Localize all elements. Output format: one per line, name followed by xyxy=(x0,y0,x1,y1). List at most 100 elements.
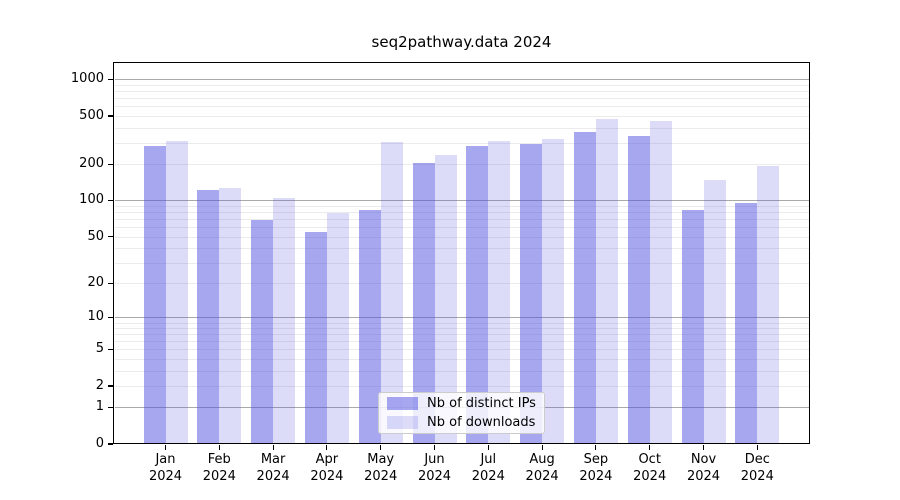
legend-swatch-downloads-icon xyxy=(387,416,418,429)
y-tickmark xyxy=(107,199,113,202)
gridline-minor xyxy=(114,328,809,330)
x-tick-label-line: Apr xyxy=(315,452,339,467)
bar-downloads xyxy=(703,179,726,444)
y-tick-label: 200 xyxy=(79,156,104,172)
bar-downloads xyxy=(165,140,188,444)
gridline-minor xyxy=(114,219,809,221)
y-tick-label: 1 xyxy=(95,399,104,415)
x-tick-label: May 2024 xyxy=(349,452,413,485)
x-tickmark xyxy=(380,444,382,450)
x-tick-label-line: Jul xyxy=(480,452,497,467)
gridline-minor xyxy=(114,248,809,250)
gridline-minor xyxy=(114,283,809,285)
bar-distinct-ips xyxy=(304,231,327,444)
x-tickmark xyxy=(487,444,489,450)
x-tick-label: Jul 2024 xyxy=(456,452,520,485)
y-tickmark xyxy=(107,163,113,165)
bar-distinct-ips xyxy=(143,145,166,444)
x-tick-label-line: Jan xyxy=(155,452,176,467)
x-tick-label: Aug 2024 xyxy=(510,452,574,485)
x-tick-label-line: Aug xyxy=(529,452,555,467)
gridline-major xyxy=(114,317,809,319)
y-tickmark xyxy=(107,78,113,81)
gridline-minor xyxy=(114,386,809,388)
y-tick-label: 5 xyxy=(95,341,104,357)
y-tickmark xyxy=(107,385,113,387)
x-tick-label-line: 2024 xyxy=(471,468,505,484)
x-tick-label-line: 2024 xyxy=(364,468,398,484)
bar-downloads xyxy=(326,213,349,444)
bar-distinct-ips xyxy=(412,162,435,444)
legend-label-downloads: Nb of downloads xyxy=(427,415,536,430)
x-tick-label-line: 2024 xyxy=(633,468,667,484)
x-tick-label: Dec 2024 xyxy=(725,452,789,485)
legend-item-downloads: Nb of downloads xyxy=(387,415,536,430)
gridline-minor xyxy=(114,322,809,324)
bar-distinct-ips xyxy=(358,210,381,444)
y-tickmark xyxy=(107,406,113,408)
x-tickmark xyxy=(541,444,543,450)
x-tick-label-line: Oct xyxy=(638,452,661,467)
bar-downloads xyxy=(649,121,672,444)
y-tick-label: 20 xyxy=(87,275,104,291)
x-tickmark xyxy=(272,444,274,450)
gridline-minor xyxy=(114,334,809,336)
gridline-minor xyxy=(114,106,809,108)
gridline-minor xyxy=(114,236,809,238)
bar-downloads xyxy=(434,155,457,444)
gridline-minor xyxy=(114,85,809,86)
gridline-minor xyxy=(114,205,809,207)
y-tickmark xyxy=(107,443,113,445)
bar-downloads xyxy=(757,166,780,444)
y-tickmark xyxy=(107,235,113,238)
y-tickmark xyxy=(107,282,113,284)
gridline-minor xyxy=(114,227,809,229)
gridline-minor xyxy=(114,370,809,372)
gridline-minor xyxy=(114,349,809,351)
gridline-minor xyxy=(114,127,809,129)
gridline-minor xyxy=(114,115,809,117)
legend-swatch-distinct-ips-icon xyxy=(387,397,418,410)
y-tick-label: 2 xyxy=(95,378,104,394)
gridline-minor xyxy=(114,359,809,361)
legend: Nb of distinct IPs Nb of downloads xyxy=(378,392,545,434)
x-tick-label: Jan 2024 xyxy=(134,452,198,485)
bar-downloads xyxy=(219,187,242,444)
y-tick-label: 10 xyxy=(87,309,104,325)
gridline-minor xyxy=(114,91,809,93)
bar-distinct-ips xyxy=(735,202,758,444)
x-tick-label-line: 2024 xyxy=(202,468,236,484)
x-tick-label-line: Mar xyxy=(260,452,286,467)
x-tick-label-line: 2024 xyxy=(148,468,183,484)
gridline-minor xyxy=(114,341,809,343)
x-tick-label-line: Sep xyxy=(583,452,609,467)
y-tick-label: 50 xyxy=(87,228,104,244)
gridline-major xyxy=(114,79,809,81)
x-tick-label: Apr 2024 xyxy=(295,452,359,485)
x-tickmark xyxy=(595,444,597,450)
x-tick-label: Feb 2024 xyxy=(187,452,251,485)
x-tick-label-line: May xyxy=(367,452,395,467)
x-tick-label-line: Feb xyxy=(207,452,231,467)
bar-distinct-ips xyxy=(197,190,220,444)
bar-downloads xyxy=(595,118,618,444)
x-tick-label-line: 2024 xyxy=(256,468,290,484)
x-tick-label: Mar 2024 xyxy=(241,452,305,485)
bar-distinct-ips xyxy=(466,146,489,444)
x-tick-label-line: 2024 xyxy=(417,468,452,484)
x-tickmark xyxy=(218,444,220,450)
x-tickmark xyxy=(702,444,705,450)
gridline-minor xyxy=(114,262,809,264)
gridline-minor xyxy=(114,212,809,214)
bar-distinct-ips xyxy=(251,219,274,444)
y-tickmark xyxy=(107,316,113,319)
gridline-major xyxy=(114,200,809,202)
bar-downloads xyxy=(273,198,296,444)
x-tick-label-line: 2024 xyxy=(525,468,559,484)
y-tick-label: 1000 xyxy=(70,71,104,87)
x-tick-label-line: Nov xyxy=(690,452,717,467)
x-tickmark xyxy=(164,444,167,450)
